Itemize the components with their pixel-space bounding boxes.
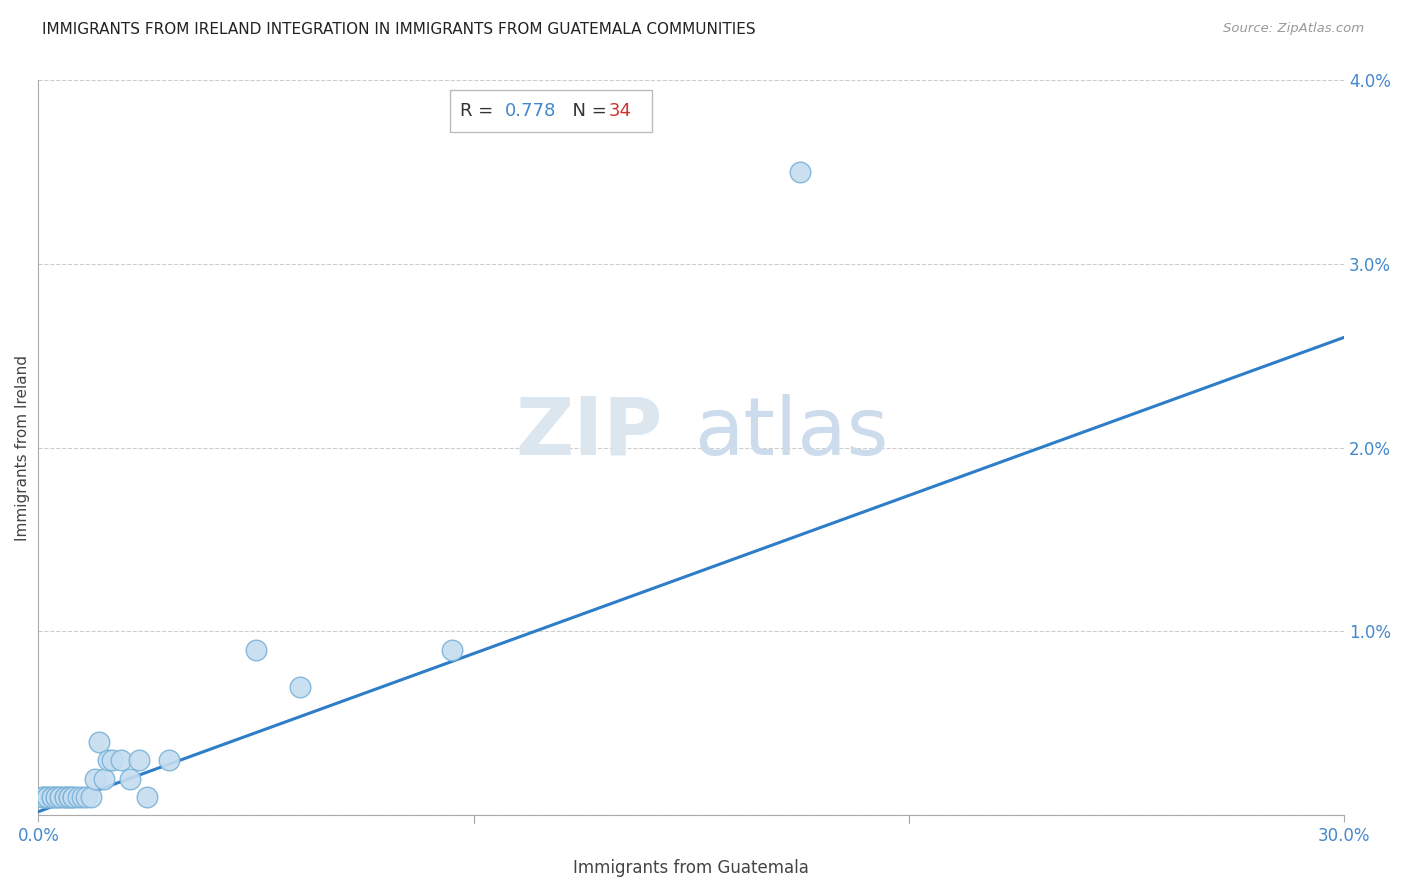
Point bbox=[49, 789, 72, 804]
Text: N =: N = bbox=[561, 102, 612, 120]
FancyBboxPatch shape bbox=[450, 89, 652, 132]
Point bbox=[128, 753, 150, 767]
Point bbox=[440, 643, 463, 657]
X-axis label: Immigrants from Guatemala: Immigrants from Guatemala bbox=[574, 859, 810, 877]
Point bbox=[118, 772, 141, 786]
Point bbox=[80, 789, 103, 804]
Point bbox=[288, 680, 311, 694]
Point bbox=[49, 789, 72, 804]
Point bbox=[89, 735, 111, 749]
Point bbox=[58, 789, 80, 804]
Point bbox=[53, 789, 76, 804]
Point bbox=[37, 789, 59, 804]
Point bbox=[75, 789, 97, 804]
Point bbox=[245, 643, 267, 657]
Point bbox=[53, 789, 76, 804]
Point bbox=[62, 789, 84, 804]
Point bbox=[101, 753, 124, 767]
Text: IMMIGRANTS FROM IRELAND INTEGRATION IN IMMIGRANTS FROM GUATEMALA COMMUNITIES: IMMIGRANTS FROM IRELAND INTEGRATION IN I… bbox=[42, 22, 756, 37]
Text: 34: 34 bbox=[609, 102, 633, 120]
Y-axis label: Immigrants from Ireland: Immigrants from Ireland bbox=[15, 355, 30, 541]
Point bbox=[31, 789, 53, 804]
Point bbox=[37, 789, 59, 804]
Point bbox=[66, 789, 89, 804]
Point bbox=[31, 789, 53, 804]
Point bbox=[136, 789, 159, 804]
Point bbox=[84, 772, 107, 786]
Point bbox=[45, 789, 67, 804]
Text: R =: R = bbox=[460, 102, 499, 120]
Point bbox=[70, 789, 93, 804]
Point bbox=[45, 789, 67, 804]
Point bbox=[110, 753, 132, 767]
Text: atlas: atlas bbox=[695, 394, 889, 472]
Point bbox=[789, 165, 811, 179]
Point bbox=[62, 789, 84, 804]
Point bbox=[41, 789, 63, 804]
Point bbox=[157, 753, 180, 767]
Point bbox=[41, 789, 63, 804]
Text: Source: ZipAtlas.com: Source: ZipAtlas.com bbox=[1223, 22, 1364, 36]
Text: 0.778: 0.778 bbox=[505, 102, 555, 120]
Point bbox=[97, 753, 120, 767]
Point bbox=[58, 789, 80, 804]
Text: ZIP: ZIP bbox=[515, 394, 662, 472]
Point bbox=[93, 772, 115, 786]
